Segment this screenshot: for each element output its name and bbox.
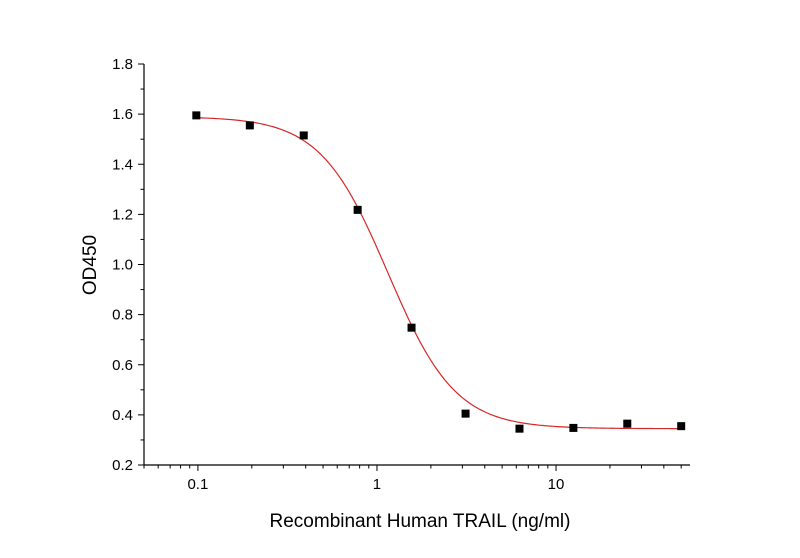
data-point [192,111,201,120]
y-axis-title: OD450 [80,235,101,295]
x-tick-label: 1 [373,476,381,493]
x-tick-label: 10 [548,476,565,493]
data-point [461,409,470,418]
data-points-layer [192,111,686,433]
y-tick-label: 1.2 [112,206,133,223]
data-point [677,422,686,431]
data-point [245,121,254,130]
fit-curve [196,117,682,430]
data-point [569,423,578,432]
x-tick-label: 0.1 [187,476,208,493]
y-tick-label: 0.2 [112,457,133,474]
y-tick-label: 1.8 [112,56,133,73]
y-tick-label: 0.8 [112,307,133,324]
x-axis-title: Recombinant Human TRAIL (ng/ml) [270,511,571,532]
axes [138,63,690,471]
y-tick-label: 1.0 [112,257,133,274]
y-tick-label: 0.6 [112,357,133,374]
y-tick-label: 1.4 [112,156,133,173]
tick-labels-layer: 0.2 0.4 0.6 0.8 1.0 1.2 1.4 1.6 1.8 0.1 1 10 [112,56,564,493]
y-tick-label: 0.4 [112,407,133,424]
data-point [407,323,416,332]
data-point [515,424,524,433]
y-tick-label: 1.6 [112,106,133,123]
data-point [353,205,362,214]
data-point [623,419,632,428]
fit-curve-layer [196,117,682,430]
data-point [299,131,308,140]
